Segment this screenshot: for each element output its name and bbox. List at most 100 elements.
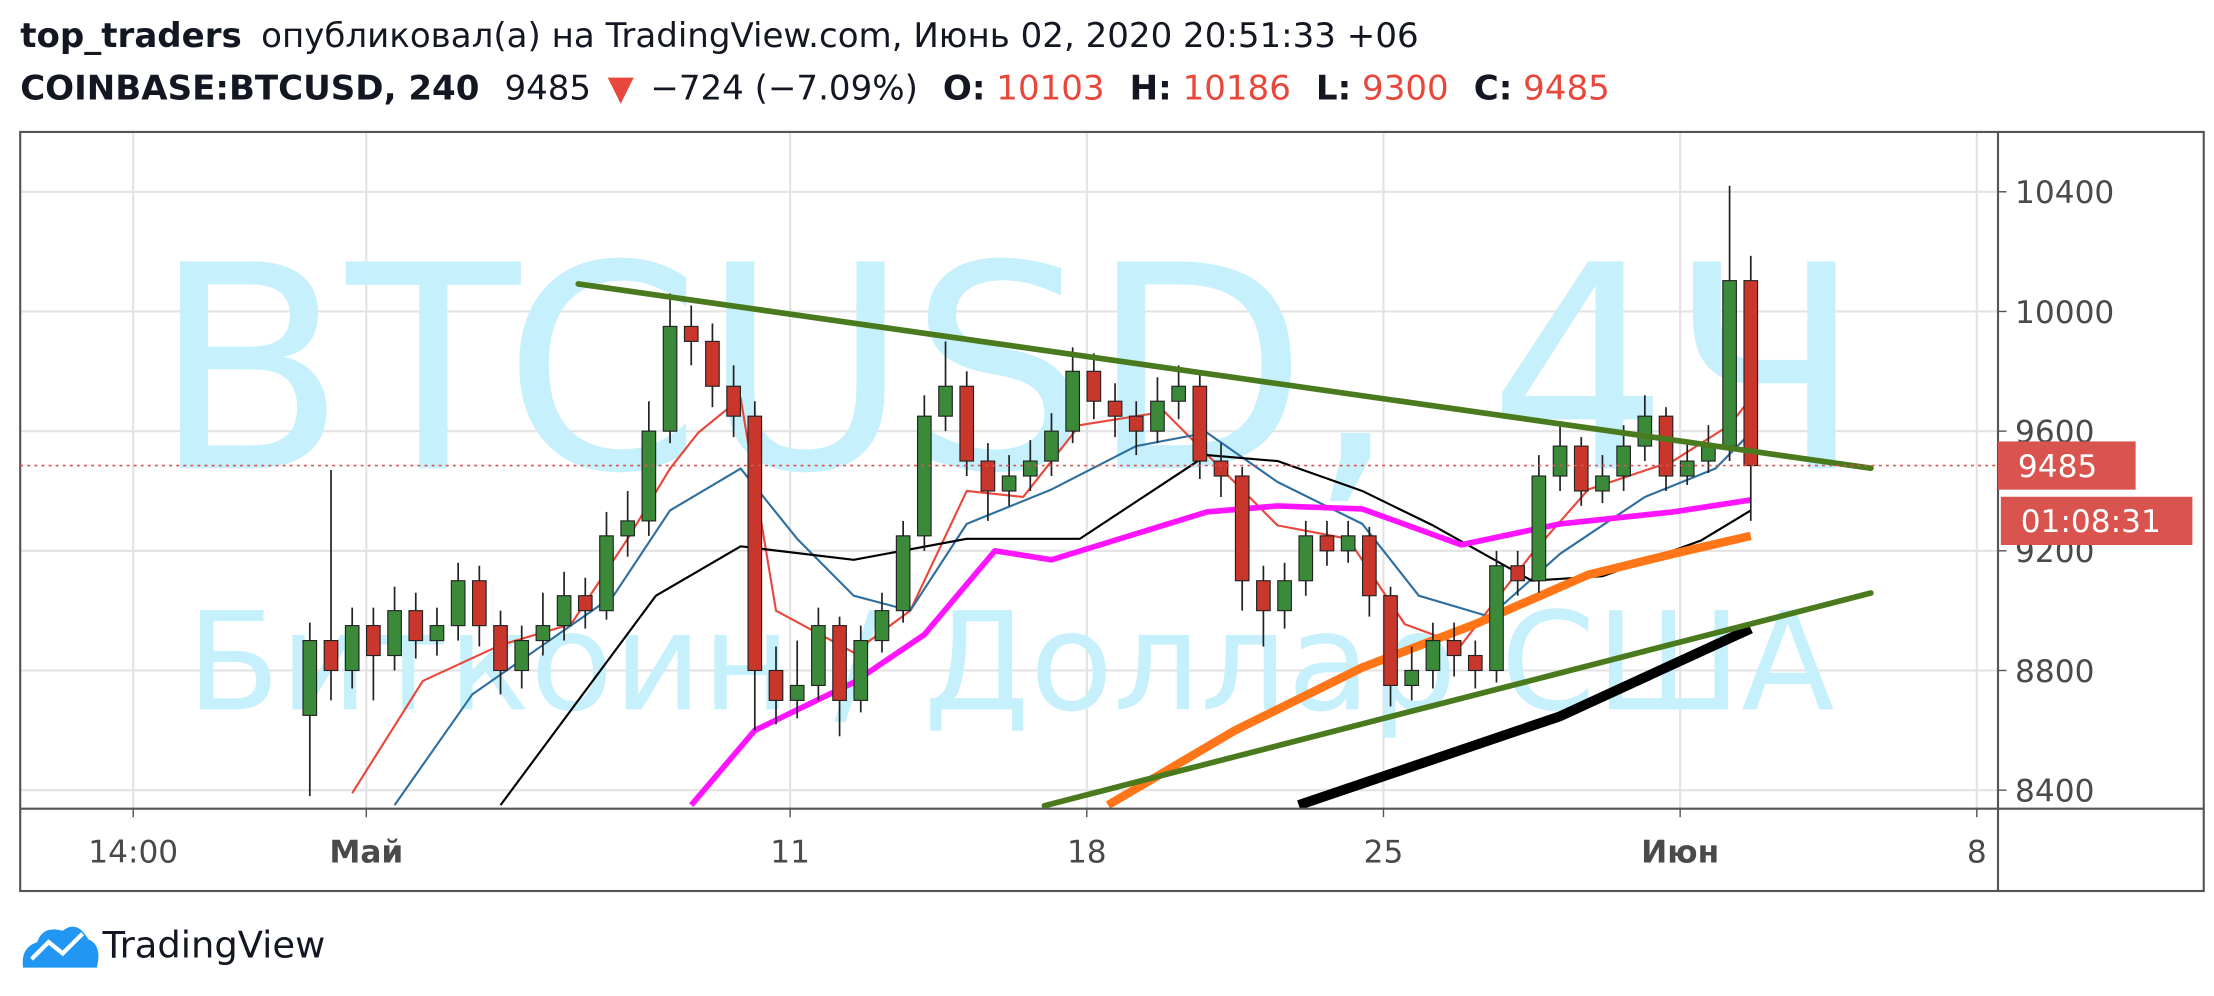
candle-body — [1404, 669, 1420, 687]
trend-line — [1041, 590, 1874, 809]
candle-body — [1277, 580, 1292, 612]
x-tick-label: 25 — [1364, 835, 1404, 871]
header-line-1: top_traders опубликовал(а) на TradingVie… — [20, 16, 1418, 56]
candle-body — [1213, 460, 1229, 477]
y-tick-label: 8400 — [2015, 774, 2094, 810]
countdown-label: 01:08:31 — [2021, 504, 2161, 540]
candle-body — [450, 580, 466, 627]
candle-body — [1065, 370, 1081, 432]
candle-body — [599, 535, 614, 612]
candle-body — [1086, 370, 1102, 402]
candle-body — [1107, 400, 1123, 417]
candle-body — [768, 669, 784, 701]
candle-body — [705, 340, 720, 387]
published: опубликовал(а) на TradingView.com, Июнь … — [261, 16, 1418, 56]
candle-body — [1234, 475, 1250, 582]
candle-body — [1001, 475, 1017, 492]
candle-body — [408, 610, 424, 642]
candle-body — [514, 640, 530, 672]
candle-body — [323, 640, 339, 672]
x-tick-label: 8 — [1967, 835, 1987, 871]
indicator-line — [1105, 531, 1752, 809]
candle-body — [1489, 565, 1504, 672]
candle-body — [1722, 280, 1737, 447]
header-line-2: COINBASE:BTCUSD, 240 9485 ▼ −724 (−7.09%… — [20, 68, 1610, 108]
candle-body — [1022, 460, 1038, 477]
candle-body — [980, 460, 996, 492]
low-label: L: — [1316, 68, 1351, 108]
close-value: 9485 — [1523, 68, 1610, 108]
x-tick-label: 14:00 — [88, 835, 178, 871]
candle-body — [1192, 385, 1208, 462]
candle-body — [811, 625, 826, 687]
candle-body — [1595, 475, 1610, 492]
candle-body — [1319, 535, 1335, 552]
candle-body — [535, 625, 551, 642]
high-label: H: — [1130, 68, 1172, 108]
candle-body — [366, 625, 381, 657]
candle-body — [1425, 640, 1441, 672]
candle-body — [1340, 535, 1356, 552]
x-tick-label: 11 — [770, 835, 810, 871]
change: −724 (−7.09%) — [650, 68, 918, 108]
down-arrow: ▼ — [608, 68, 635, 108]
candle-body — [344, 625, 360, 672]
symbol: COINBASE:BTCUSD, 240 — [20, 68, 479, 108]
trend-line — [575, 281, 1874, 472]
candle-body — [1658, 415, 1674, 477]
plot-area — [302, 185, 1759, 809]
candle-body — [726, 385, 741, 417]
candle-body — [493, 625, 508, 672]
last-price: 9485 — [504, 68, 591, 108]
y-tick-label: 8800 — [2015, 654, 2094, 690]
candle-body — [916, 415, 932, 537]
candle-body — [938, 385, 953, 417]
high-value: 10186 — [1183, 68, 1291, 108]
candle-body — [1383, 595, 1398, 687]
low-value: 9300 — [1362, 68, 1449, 108]
candle-body — [853, 640, 869, 701]
candle-body — [620, 520, 636, 537]
candle-body — [895, 535, 911, 612]
candle-body — [1616, 445, 1631, 477]
user: top_traders — [20, 16, 242, 56]
candle-body — [387, 610, 402, 657]
candle-body — [1128, 415, 1144, 432]
indicator-line — [1297, 624, 1753, 809]
candle-body — [429, 625, 445, 642]
candle-body — [874, 610, 890, 642]
candle-body — [577, 595, 593, 612]
candle-body — [1531, 475, 1547, 582]
candle-body — [683, 325, 699, 342]
candle-body — [1044, 430, 1059, 462]
candle-body — [959, 385, 975, 462]
candle-body — [832, 625, 847, 701]
candle-body — [471, 580, 487, 627]
candle-body — [1467, 654, 1483, 672]
candle-body — [747, 415, 763, 672]
frame — [19, 130, 2205, 893]
candle-body — [1446, 640, 1462, 657]
close-label: C: — [1474, 68, 1513, 108]
candle-body — [1510, 565, 1526, 582]
candle-body — [662, 325, 678, 432]
last-price-label: 9485 — [2018, 449, 2097, 485]
x-tick-label: Май — [329, 835, 403, 871]
candle-body — [1552, 445, 1568, 477]
logo-line — [30, 932, 85, 961]
candle-body — [1150, 400, 1165, 432]
open-label: O: — [943, 68, 986, 108]
candle-body — [789, 684, 805, 701]
candle-body — [1298, 535, 1314, 582]
candle-body — [641, 430, 657, 522]
candle-body — [1256, 580, 1271, 612]
candle-body — [1361, 535, 1377, 597]
candle-body — [1743, 280, 1759, 467]
candle-body — [302, 640, 318, 716]
countdown-box — [2000, 496, 2193, 545]
brand: TradingView — [101, 924, 325, 967]
y-tick-label: 10000 — [2015, 295, 2114, 331]
x-tick-label: 18 — [1067, 835, 1107, 871]
